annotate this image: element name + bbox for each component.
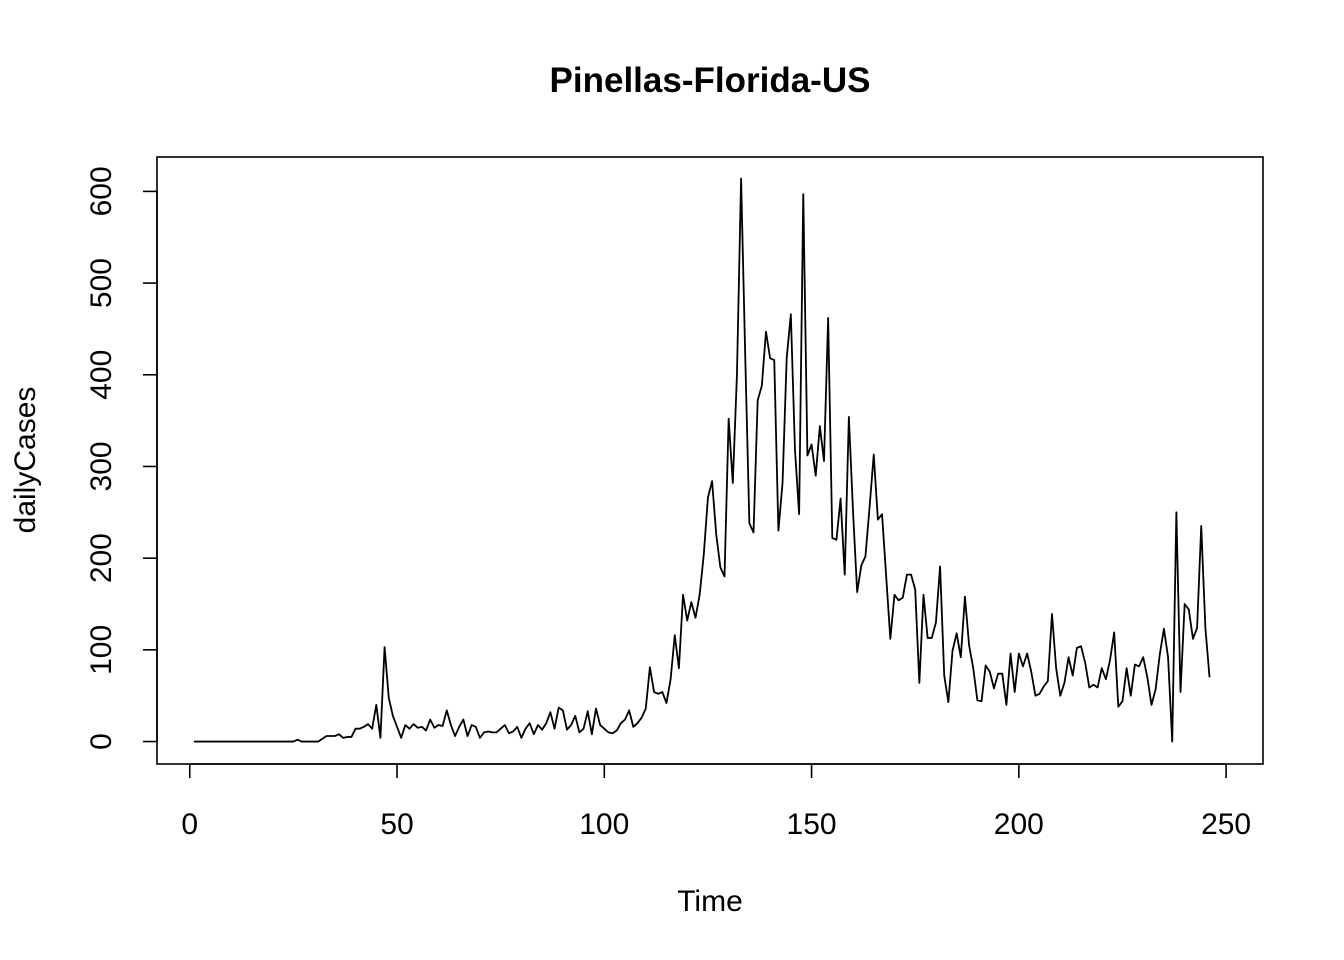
x-tick-label: 0 — [181, 808, 198, 841]
series-line — [193, 177, 1211, 743]
plot-frame — [156, 156, 1264, 765]
y-tick-label: 0 — [85, 733, 118, 750]
y-axis: 0 100 200 300 400 500 600 — [85, 166, 158, 750]
y-tick-label: 500 — [85, 258, 118, 308]
y-tick-label: 600 — [85, 166, 118, 216]
y-tick-label: 300 — [85, 441, 118, 491]
y-tick-label: 400 — [85, 350, 118, 400]
chart-title: Pinellas-Florida-US — [550, 61, 871, 100]
x-tick-label: 150 — [787, 808, 837, 841]
series-layer — [193, 177, 1211, 743]
x-tick-label: 50 — [380, 808, 413, 841]
x-tick-label: 100 — [579, 808, 629, 841]
y-axis-label: dailyCases — [9, 387, 42, 534]
y-tick-label: 200 — [85, 533, 118, 583]
x-tick-label: 200 — [994, 808, 1044, 841]
x-axis: 0 50 100 150 200 250 — [181, 763, 1251, 841]
x-axis-label: Time — [677, 885, 743, 918]
y-tick-label: 100 — [85, 625, 118, 675]
x-tick-label: 250 — [1201, 808, 1251, 841]
